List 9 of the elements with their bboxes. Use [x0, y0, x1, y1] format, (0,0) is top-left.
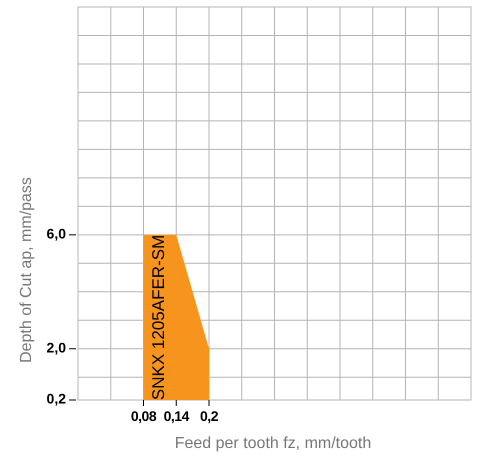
x-tick-label: 0,2 — [200, 408, 219, 424]
y-axis-title: Depth of Cut ap, mm/pass — [18, 177, 36, 363]
y-tick-label: 6,0 — [46, 226, 66, 242]
x-tick-label: 0,08 — [130, 408, 157, 424]
series-label: SNKX 1205AFER-SM — [148, 234, 168, 400]
y-tick-label: 2,0 — [46, 339, 66, 356]
x-axis-title: Feed per tooth fz, mm/tooth — [174, 435, 372, 452]
x-tick-label: 0,14 — [164, 408, 190, 424]
y-tick-label: 0,2 — [46, 390, 66, 407]
